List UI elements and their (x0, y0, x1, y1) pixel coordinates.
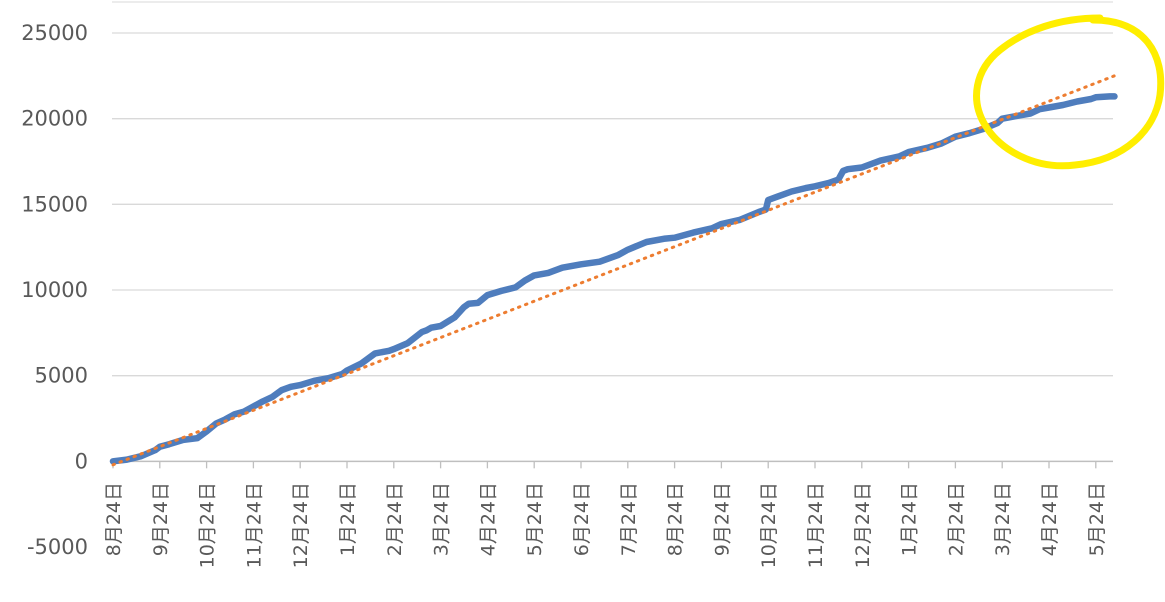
y-tick-label: 5000 (35, 364, 88, 388)
x-tick-label: 12月24日 (290, 482, 312, 568)
y-tick-labels: -5000 0 5000 10000 15000 20000 25000 (21, 21, 88, 559)
trendline (111, 74, 1116, 467)
x-tick-label: 9月24日 (711, 482, 733, 556)
x-tick-label: 11月24日 (243, 482, 265, 568)
highlight-circle (973, 14, 1165, 170)
x-tick-label: 10月24日 (197, 482, 219, 568)
x-tick-label: 10月24日 (758, 482, 780, 568)
x-tick-label: 1月24日 (337, 482, 359, 556)
x-tick-label: 9月24日 (150, 482, 172, 556)
x-tick-label: 1月24日 (899, 482, 921, 556)
x-tick-label: 5月24日 (524, 482, 546, 556)
x-tick-labels: 8月24日 9月24日 10月24日 11月24日 12月24日 1月24日 2月24日 3月… (103, 482, 1108, 568)
series (109, 74, 1118, 467)
x-tick-label: 3月24日 (431, 482, 453, 556)
x-tick-label: 8月24日 (665, 482, 687, 556)
x-axis (112, 460, 1113, 469)
x-tick-label: 11月24日 (805, 482, 827, 568)
y-tick-label: 20000 (21, 107, 88, 131)
y-tick-label: 10000 (21, 278, 88, 302)
y-tick-label: 0 (75, 449, 88, 473)
y-tick-label: 15000 (21, 192, 88, 216)
x-tick-label: 5月24日 (1086, 482, 1108, 556)
x-tick-label: 3月24日 (992, 482, 1014, 556)
x-tick-label: 8月24日 (103, 482, 125, 556)
x-tick-label: 2月24日 (945, 482, 967, 556)
x-tick-label: 7月24日 (618, 482, 640, 556)
x-tick-label: 4月24日 (477, 482, 499, 556)
y-tick-label: -5000 (27, 535, 88, 559)
y-tick-label: 25000 (21, 21, 88, 45)
series-line (109, 93, 1118, 465)
x-tick-label: 12月24日 (852, 482, 874, 568)
x-tick-label: 6月24日 (571, 482, 593, 556)
annotation (973, 14, 1165, 170)
x-tick-label: 4月24日 (1039, 482, 1061, 556)
gridlines (112, 1, 1113, 377)
x-tick-label: 2月24日 (384, 482, 406, 556)
